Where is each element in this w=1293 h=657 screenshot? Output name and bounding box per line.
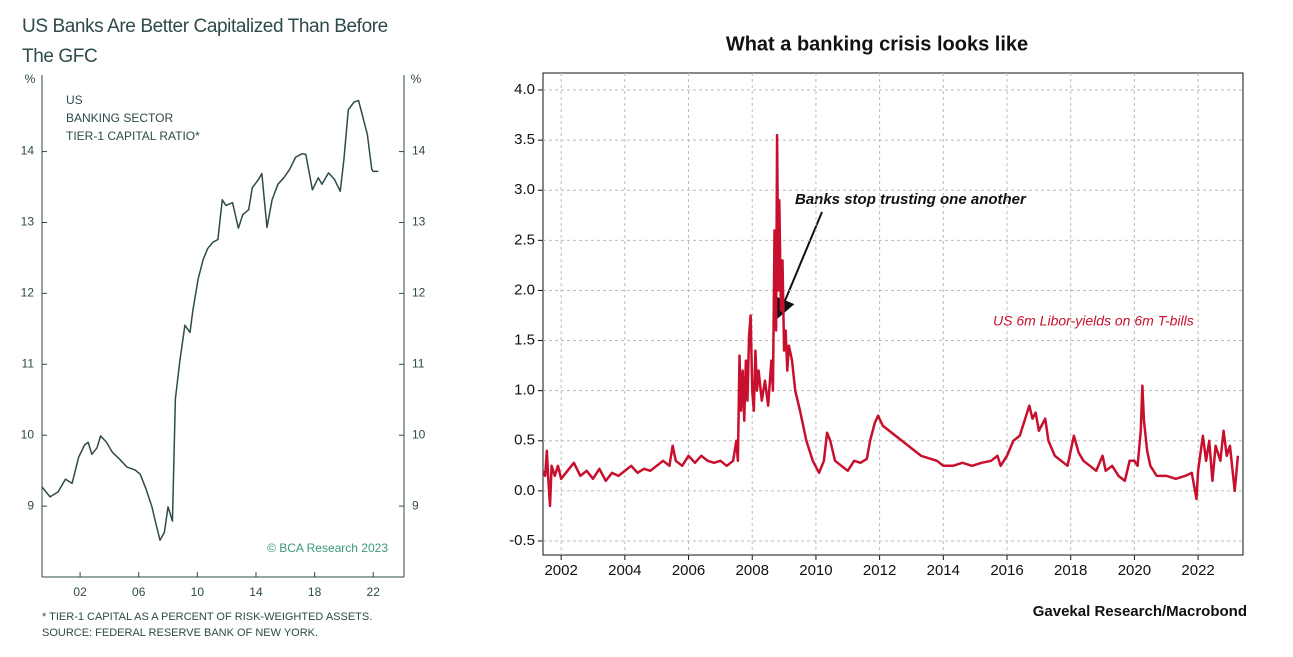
y-axis-unit: %	[411, 72, 422, 86]
x-tick-label: 02	[73, 585, 87, 599]
chart-title: What a banking crisis looks like	[726, 33, 1028, 55]
x-tick-label: 2012	[863, 562, 896, 579]
y-tick-label: 9	[27, 498, 34, 512]
x-tick-label: 18	[308, 585, 322, 599]
y-tick-label: 11	[22, 356, 35, 370]
x-tick-label: 10	[191, 585, 205, 599]
y-tick-label: 3.0	[514, 181, 535, 198]
x-tick-label: 2020	[1118, 562, 1151, 579]
y-tick-label: 9	[412, 498, 419, 512]
x-tick-label: 2014	[927, 562, 960, 579]
y-tick-label: 12	[412, 286, 426, 300]
y-tick-label: 2.0	[514, 281, 535, 298]
y-tick-label: 13	[21, 215, 35, 229]
x-tick-label: 2006	[672, 562, 705, 579]
series-label: US 6m Libor-yields on 6m T-bills	[993, 313, 1194, 329]
y-tick-label: 0.5	[514, 432, 535, 449]
footnote: SOURCE: FEDERAL RESERVE BANK OF NEW YORK…	[42, 627, 318, 639]
x-tick-label: 06	[132, 585, 146, 599]
y-tick-label: 10	[412, 427, 426, 441]
plot-frame	[542, 72, 1244, 556]
y-tick-label: -0.5	[509, 532, 535, 549]
y-tick-label: 3.5	[514, 131, 535, 148]
data-line	[542, 133, 1240, 508]
source-logo: © BCA Research 2023	[267, 541, 388, 555]
footnote: * TIER-1 CAPITAL AS A PERCENT OF RISK-WE…	[42, 611, 372, 623]
series-annotation: BANKING SECTOR	[66, 111, 173, 125]
x-tick-label: 2010	[799, 562, 832, 579]
x-tick-label: 2022	[1181, 562, 1214, 579]
x-tick-label: 2008	[736, 562, 769, 579]
annotation: Banks stop trusting one another	[795, 191, 1027, 208]
x-tick-label: 22	[367, 585, 381, 599]
x-tick-label: 2004	[608, 562, 641, 579]
x-tick-label: 2016	[990, 562, 1023, 579]
series-annotation: TIER-1 CAPITAL RATIO*	[66, 129, 200, 143]
series-annotation: US	[66, 93, 83, 107]
y-tick-label: 10	[21, 427, 35, 441]
x-tick-label: 2018	[1054, 562, 1087, 579]
source: Gavekal Research/Macrobond	[1033, 603, 1247, 620]
y-tick-label: 4.0	[514, 81, 535, 98]
y-tick-label: 14	[21, 144, 35, 158]
y-tick-label: 0.0	[514, 482, 535, 499]
x-tick-label: 2002	[544, 562, 577, 579]
y-tick-label: 12	[21, 286, 35, 300]
y-tick-label: 14	[412, 144, 426, 158]
chart-title: US Banks Are Better Capitalized Than Bef…	[22, 16, 388, 67]
y-axis-unit: %	[25, 72, 36, 86]
y-tick-label: 1.0	[514, 382, 535, 399]
y-tick-label: 11	[412, 356, 425, 370]
y-tick-label: 1.5	[514, 332, 535, 349]
annotation-arrow	[775, 211, 823, 319]
data-line	[41, 99, 379, 541]
y-tick-label: 13	[412, 215, 426, 229]
y-tick-label: 2.5	[514, 231, 535, 248]
x-tick-label: 14	[249, 585, 263, 599]
